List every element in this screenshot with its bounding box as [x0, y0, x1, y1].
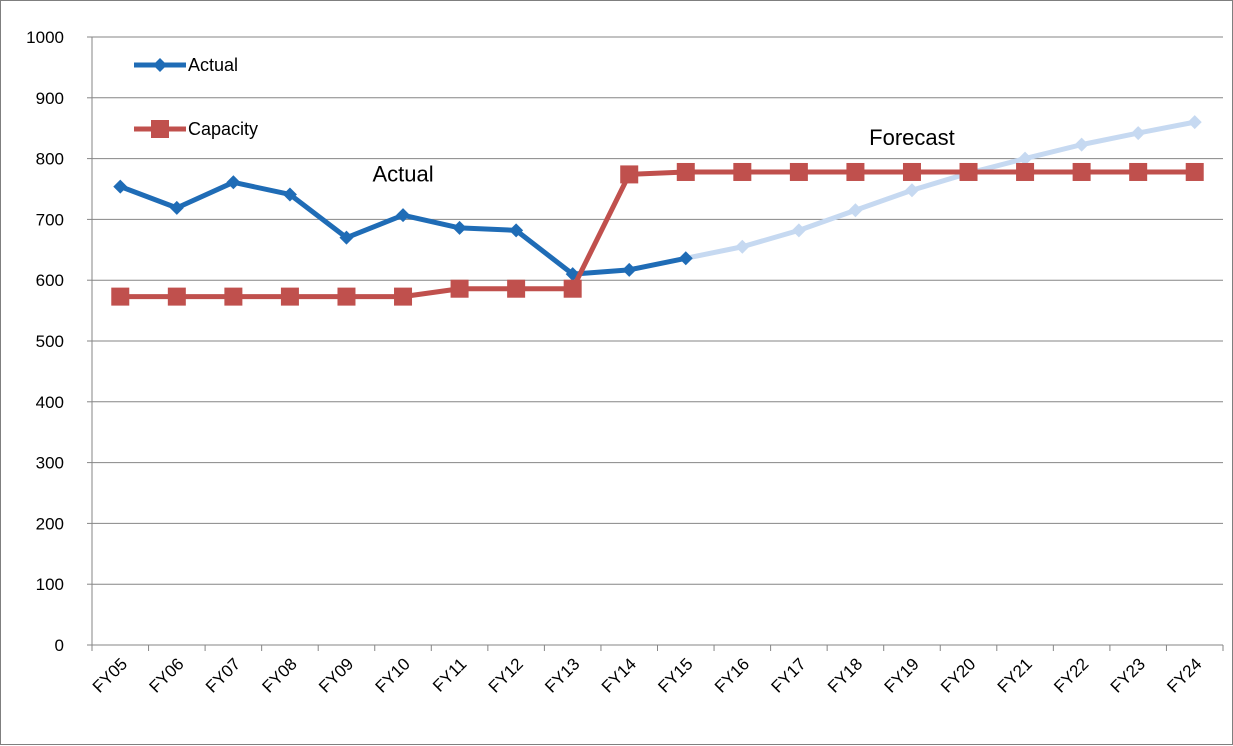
- x-tick-label: FY12: [485, 654, 527, 696]
- x-tick-label: FY05: [89, 654, 131, 696]
- x-tick-label: FY06: [145, 654, 187, 696]
- capacity-point: [1129, 162, 1148, 181]
- gridlines: [92, 36, 1223, 585]
- capacity-point: [846, 162, 865, 181]
- actual-point: [848, 203, 863, 218]
- y-tick-label: 300: [36, 454, 64, 473]
- capacity-point: [507, 279, 526, 298]
- x-tick-label: FY18: [824, 654, 866, 696]
- actual-point: [622, 262, 637, 277]
- x-tick-label: FY15: [654, 654, 696, 696]
- capacity-point: [111, 287, 130, 306]
- x-tick-label: FY13: [541, 654, 583, 696]
- x-tick-label: FY16: [711, 654, 753, 696]
- actual-point: [1018, 151, 1033, 166]
- annotation-actual: Actual: [372, 162, 433, 187]
- actual-point: [1187, 115, 1202, 130]
- annotation-forecast: Forecast: [869, 125, 955, 150]
- actual-point: [339, 230, 354, 245]
- x-tick-label: FY09: [315, 654, 357, 696]
- legend-actual-label: Actual: [188, 55, 238, 75]
- actual-point: [509, 223, 524, 238]
- x-tick-label: FY24: [1163, 654, 1205, 696]
- actual-point: [226, 175, 241, 190]
- actual-forecast-line: [685, 119, 1196, 261]
- actual-point: [396, 208, 411, 223]
- legend-actual-marker: [153, 58, 167, 72]
- x-tick-label: FY21: [994, 654, 1036, 696]
- legend-capacity-label: Capacity: [188, 119, 258, 139]
- x-tick-label: FY14: [598, 654, 640, 696]
- y-tick-label: 1000: [26, 28, 64, 47]
- x-tick-label: FY22: [1050, 654, 1092, 696]
- y-tick-label: 200: [36, 514, 64, 533]
- actual-point: [1074, 137, 1089, 152]
- y-tick-label: 100: [36, 575, 64, 594]
- capacity-point: [224, 287, 243, 306]
- x-tick-label: FY19: [881, 654, 923, 696]
- x-tick-label: FY23: [1107, 654, 1149, 696]
- actual-point: [1131, 126, 1146, 141]
- actual-point: [282, 187, 297, 202]
- actual-point: [735, 239, 750, 254]
- y-tick-label: 0: [55, 636, 64, 655]
- actual-point: [113, 179, 128, 194]
- capacity-line: [120, 169, 1195, 300]
- capacity-point: [167, 287, 186, 306]
- capacity-point: [450, 279, 469, 298]
- legend: Actual Capacity: [134, 55, 258, 139]
- y-tick-label: 600: [36, 271, 64, 290]
- x-tick-label: FY20: [937, 654, 979, 696]
- x-tick-label: FY10: [372, 654, 414, 696]
- y-tick-label: 400: [36, 393, 64, 412]
- x-tick-label: FY08: [259, 654, 301, 696]
- x-tick-label: FY17: [768, 654, 810, 696]
- y-tick-label: 500: [36, 332, 64, 351]
- capacity-point: [1016, 162, 1035, 181]
- annotations: Actual Forecast: [372, 125, 954, 186]
- capacity-point: [563, 279, 582, 298]
- x-tick-label: FY11: [429, 654, 470, 695]
- legend-capacity-marker: [151, 120, 169, 138]
- actual-point: [791, 223, 806, 238]
- capacity-point: [1072, 162, 1091, 181]
- y-tick-label: 900: [36, 89, 64, 108]
- capacity-point: [620, 165, 639, 184]
- capacity-point: [280, 287, 299, 306]
- x-tick-label: FY07: [202, 654, 244, 696]
- capacity-point: [337, 287, 356, 306]
- capacity-point: [676, 162, 695, 181]
- capacity-point: [789, 162, 808, 181]
- capacity-point: [733, 162, 752, 181]
- series: [111, 115, 1204, 306]
- actual-point: [452, 220, 467, 235]
- actual-point: [169, 200, 184, 215]
- capacity-point: [1185, 162, 1204, 181]
- actual-point: [904, 183, 919, 198]
- capacity-point: [394, 287, 413, 306]
- capacity-point: [959, 162, 978, 181]
- y-tick-label: 800: [36, 150, 64, 169]
- capacity-point: [902, 162, 921, 181]
- actual-point: [678, 251, 693, 266]
- y-tick-label: 700: [36, 210, 64, 229]
